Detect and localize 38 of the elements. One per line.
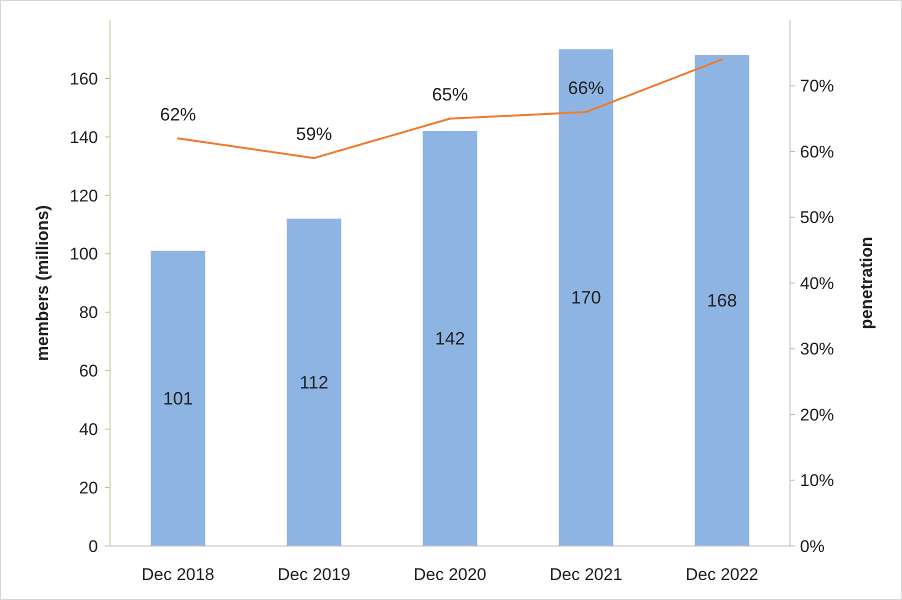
data-label: 170	[570, 288, 602, 308]
y-tick-label: 60	[79, 362, 98, 381]
y2-tick-label: 60%	[800, 142, 834, 162]
data-label: 142	[434, 328, 466, 349]
y2-tick-label: 10%	[800, 471, 834, 490]
data-label: 66%	[568, 78, 604, 98]
data-label: 101	[162, 388, 194, 408]
data-label: 168	[706, 290, 738, 311]
y2-axis-title: penetration	[857, 236, 876, 330]
x-tick-label: Dec 2019	[278, 565, 350, 584]
x-tick-label: Dec 2020	[414, 565, 486, 584]
x-tick-label: Dec 2022	[686, 565, 758, 584]
data-label: 62%	[160, 104, 196, 124]
y2-tick-label: 0%	[800, 536, 825, 556]
y-tick-label: 20	[79, 478, 98, 498]
y-tick-label: 40	[79, 420, 98, 440]
y2-tick-label: 20%	[800, 405, 834, 424]
y-tick-label: 80	[79, 303, 98, 322]
y-tick-label: 100	[70, 244, 98, 264]
y-tick-label: 140	[70, 128, 98, 147]
y-axis-title: members (millions)	[33, 205, 52, 361]
bar	[558, 49, 614, 546]
y-tick-label: 0	[88, 536, 98, 556]
bar	[286, 218, 342, 546]
y-tick-label: 160	[70, 69, 98, 88]
y2-tick-label: 50%	[800, 208, 834, 228]
y2-tick-label: 30%	[800, 340, 834, 359]
bar	[422, 131, 478, 546]
y2-tick-label: 40%	[800, 274, 834, 293]
bar	[694, 55, 750, 546]
data-label: 65%	[432, 84, 468, 105]
bar	[150, 250, 206, 546]
x-tick-label: Dec 2021	[550, 565, 622, 584]
data-label: 59%	[296, 124, 332, 144]
data-label: 112	[300, 372, 328, 392]
y-tick-label: 120	[70, 186, 98, 206]
y2-tick-label: 70%	[800, 76, 834, 96]
x-tick-label: Dec 2018	[142, 565, 214, 584]
